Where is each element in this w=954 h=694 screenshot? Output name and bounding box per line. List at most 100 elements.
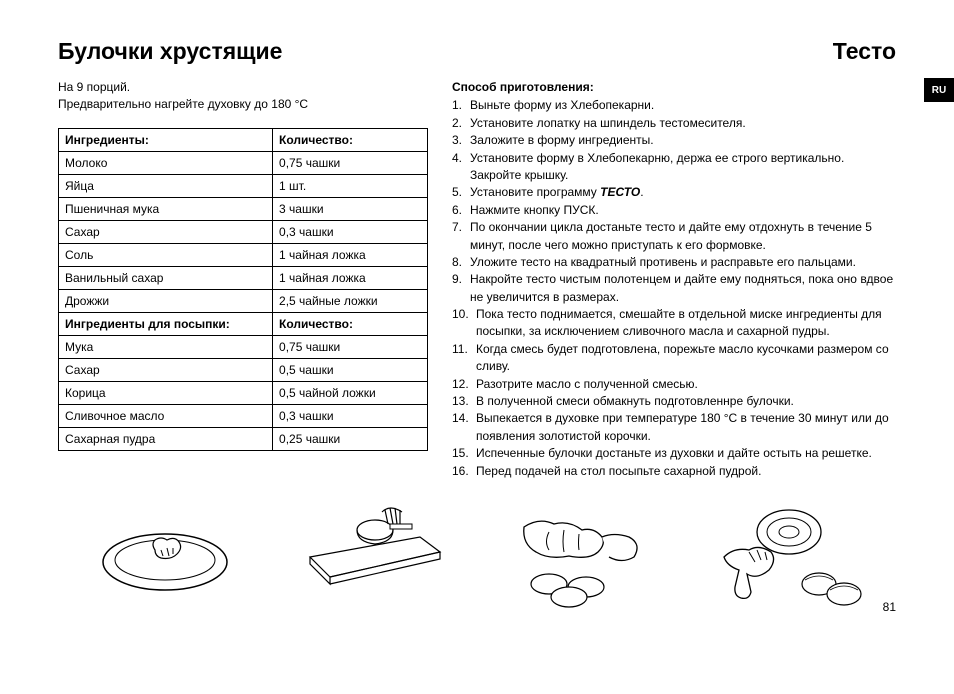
step-text: Когда смесь будет подготовлена, порежьте… [476,341,896,376]
table-row: Сахарная пудра0,25 чашки [59,427,428,450]
ingredients-table: Ингредиенты: Количество: Молоко0,75 чашк… [58,128,428,451]
step-number: 15. [452,445,476,462]
ingredient-name: Пшеничная мука [59,197,273,220]
preheat-line: Предварительно нагрейте духовку до 180 °… [58,96,428,113]
step-text: В полученной смеси обмакнуть подготовлен… [476,393,896,410]
ingredient-name: Сахар [59,220,273,243]
table-header-topping-qty: Количество: [273,312,428,335]
step-item: 12.Разотрите масло с полученной смесью. [452,376,896,393]
table-row: Яйца1 шт. [59,174,428,197]
intro-text: На 9 порций. Предварительно нагрейте дух… [58,79,428,114]
ingredient-qty: 3 чашки [273,197,428,220]
step-item: 5.Установите программу ТЕСТО. [452,184,896,201]
step-item: 2.Установите лопатку на шпиндель тестоме… [452,115,896,132]
page-number: 81 [883,600,896,614]
illustration-4 [699,502,869,612]
method-title: Способ приготовления: [452,79,896,96]
table-row: Ванильный сахар1 чайная ложка [59,266,428,289]
step-text: Установите программу ТЕСТО. [470,184,896,201]
step-item: 1.Выньте форму из Хлебопекарни. [452,97,896,114]
step-number: 14. [452,410,476,445]
steps-list: 1.Выньте форму из Хлебопекарни.2.Установ… [452,97,896,480]
step-text: Пока тесто поднимается, смешайте в отдел… [476,306,896,341]
step-item: 11.Когда смесь будет подготовлена, пореж… [452,341,896,376]
table-row: Соль1 чайная ложка [59,243,428,266]
ingredient-name: Корица [59,381,273,404]
ingredient-qty: 0,25 чашки [273,427,428,450]
illustration-3 [494,502,664,612]
step-text: Испеченные булочки достаньте из духовки … [476,445,896,462]
step-text: Установите лопатку на шпиндель тестомеси… [470,115,896,132]
step-number: 1. [452,97,470,114]
table-header-ingredient: Ингредиенты: [59,128,273,151]
step-text: Нажмите кнопку ПУСК. [470,202,896,219]
ingredient-name: Сахарная пудра [59,427,273,450]
step-item: 3.Заложите в форму ингредиенты. [452,132,896,149]
ingredient-name: Молоко [59,151,273,174]
ingredient-name: Яйца [59,174,273,197]
ingredient-qty: 0,3 чашки [273,404,428,427]
step-item: 16.Перед подачей на стол посыпьте сахарн… [452,463,896,480]
step-item: 10.Пока тесто поднимается, смешайте в от… [452,306,896,341]
step-item: 7.По окончании цикла достаньте тесто и д… [452,219,896,254]
step-number: 8. [452,254,470,271]
step-number: 13. [452,393,476,410]
table-row: Дрожжи2,5 чайные ложки [59,289,428,312]
step-text: Уложите тесто на квадратный противень и … [470,254,896,271]
table-header-qty: Количество: [273,128,428,151]
program-name: ТЕСТО [600,185,640,199]
step-number: 16. [452,463,476,480]
step-number: 4. [452,150,470,185]
section-title: Тесто [833,38,896,65]
table-row: Мука0,75 чашки [59,335,428,358]
table-row: Пшеничная мука3 чашки [59,197,428,220]
step-number: 3. [452,132,470,149]
ingredient-qty: 2,5 чайные ложки [273,289,428,312]
ingredient-qty: 1 чайная ложка [273,243,428,266]
step-item: 15.Испеченные булочки достаньте из духов… [452,445,896,462]
ingredient-qty: 0,3 чашки [273,220,428,243]
table-row: Сахар0,3 чашки [59,220,428,243]
step-text: Установите форму в Хлебопекарню, держа е… [470,150,896,185]
table-row: Сливочное масло0,3 чашки [59,404,428,427]
step-text: Заложите в форму ингредиенты. [470,132,896,149]
table-row: Молоко0,75 чашки [59,151,428,174]
ingredient-qty: 1 шт. [273,174,428,197]
step-number: 5. [452,184,470,201]
table-row: Сахар0,5 чашки [59,358,428,381]
step-number: 11. [452,341,476,376]
step-text: Разотрите масло с полученной смесью. [476,376,896,393]
ingredient-qty: 0,5 чайной ложки [273,381,428,404]
illustrations-row [58,502,896,612]
ingredient-qty: 1 чайная ложка [273,266,428,289]
ingredient-name: Сливочное масло [59,404,273,427]
step-item: 9.Накройте тесто чистым полотенцем и дай… [452,271,896,306]
recipe-title: Булочки хрустящие [58,38,282,65]
illustration-2 [290,502,460,612]
step-item: 14.Выпекается в духовке при температуре … [452,410,896,445]
step-item: 8.Уложите тесто на квадратный противень … [452,254,896,271]
step-item: 13.В полученной смеси обмакнуть подготов… [452,393,896,410]
step-number: 7. [452,219,470,254]
ingredient-name: Дрожжи [59,289,273,312]
table-header-topping: Ингредиенты для посыпки: [59,312,273,335]
step-number: 10. [452,306,476,341]
illustration-1 [85,502,255,612]
step-text: Выпекается в духовке при температуре 180… [476,410,896,445]
step-text: По окончании цикла достаньте тесто и дай… [470,219,896,254]
step-number: 2. [452,115,470,132]
ingredient-qty: 0,75 чашки [273,335,428,358]
ingredient-qty: 0,5 чашки [273,358,428,381]
step-text: Накройте тесто чистым полотенцем и дайте… [470,271,896,306]
servings-line: На 9 порций. [58,79,428,96]
ingredient-qty: 0,75 чашки [273,151,428,174]
ingredient-name: Соль [59,243,273,266]
table-row: Корица0,5 чайной ложки [59,381,428,404]
step-item: 4.Установите форму в Хлебопекарню, держа… [452,150,896,185]
step-number: 12. [452,376,476,393]
step-text: Перед подачей на стол посыпьте сахарной … [476,463,896,480]
language-tab: RU [924,78,954,102]
ingredient-name: Мука [59,335,273,358]
step-item: 6.Нажмите кнопку ПУСК. [452,202,896,219]
step-number: 9. [452,271,470,306]
